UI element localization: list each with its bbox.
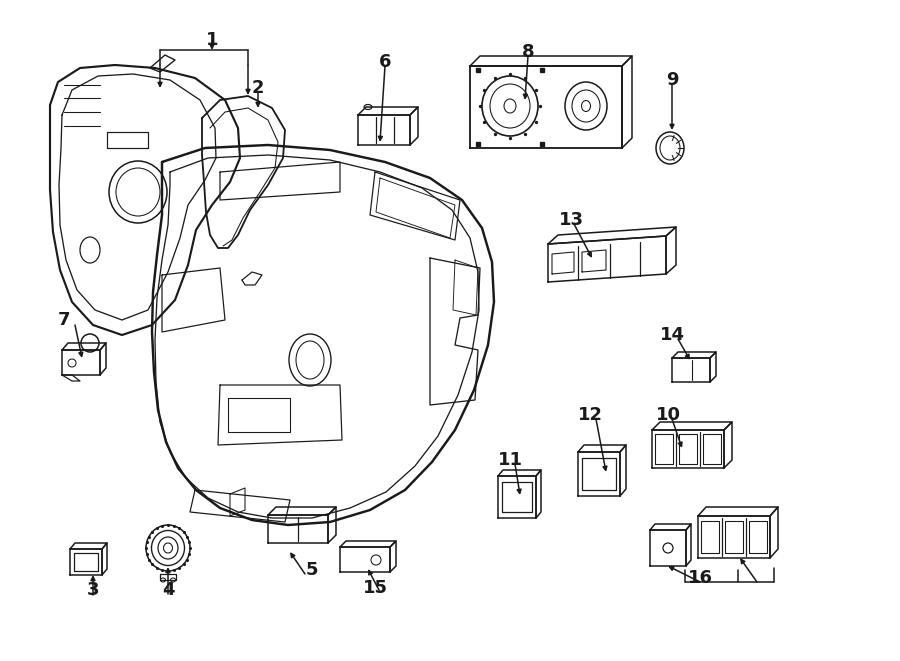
Text: 11: 11 — [498, 451, 523, 469]
Text: 13: 13 — [559, 211, 583, 229]
Text: 2: 2 — [252, 79, 265, 97]
Text: 15: 15 — [363, 579, 388, 597]
Text: 16: 16 — [688, 569, 713, 587]
Text: 9: 9 — [666, 71, 679, 89]
Text: 6: 6 — [379, 53, 392, 71]
Text: 3: 3 — [86, 581, 99, 599]
Text: 10: 10 — [655, 406, 680, 424]
Text: 14: 14 — [660, 326, 685, 344]
Text: 4: 4 — [162, 581, 175, 599]
Text: 8: 8 — [522, 43, 535, 61]
Text: 7: 7 — [58, 311, 70, 329]
Text: 1: 1 — [206, 31, 218, 49]
Text: 12: 12 — [578, 406, 602, 424]
Text: 5: 5 — [306, 561, 319, 579]
